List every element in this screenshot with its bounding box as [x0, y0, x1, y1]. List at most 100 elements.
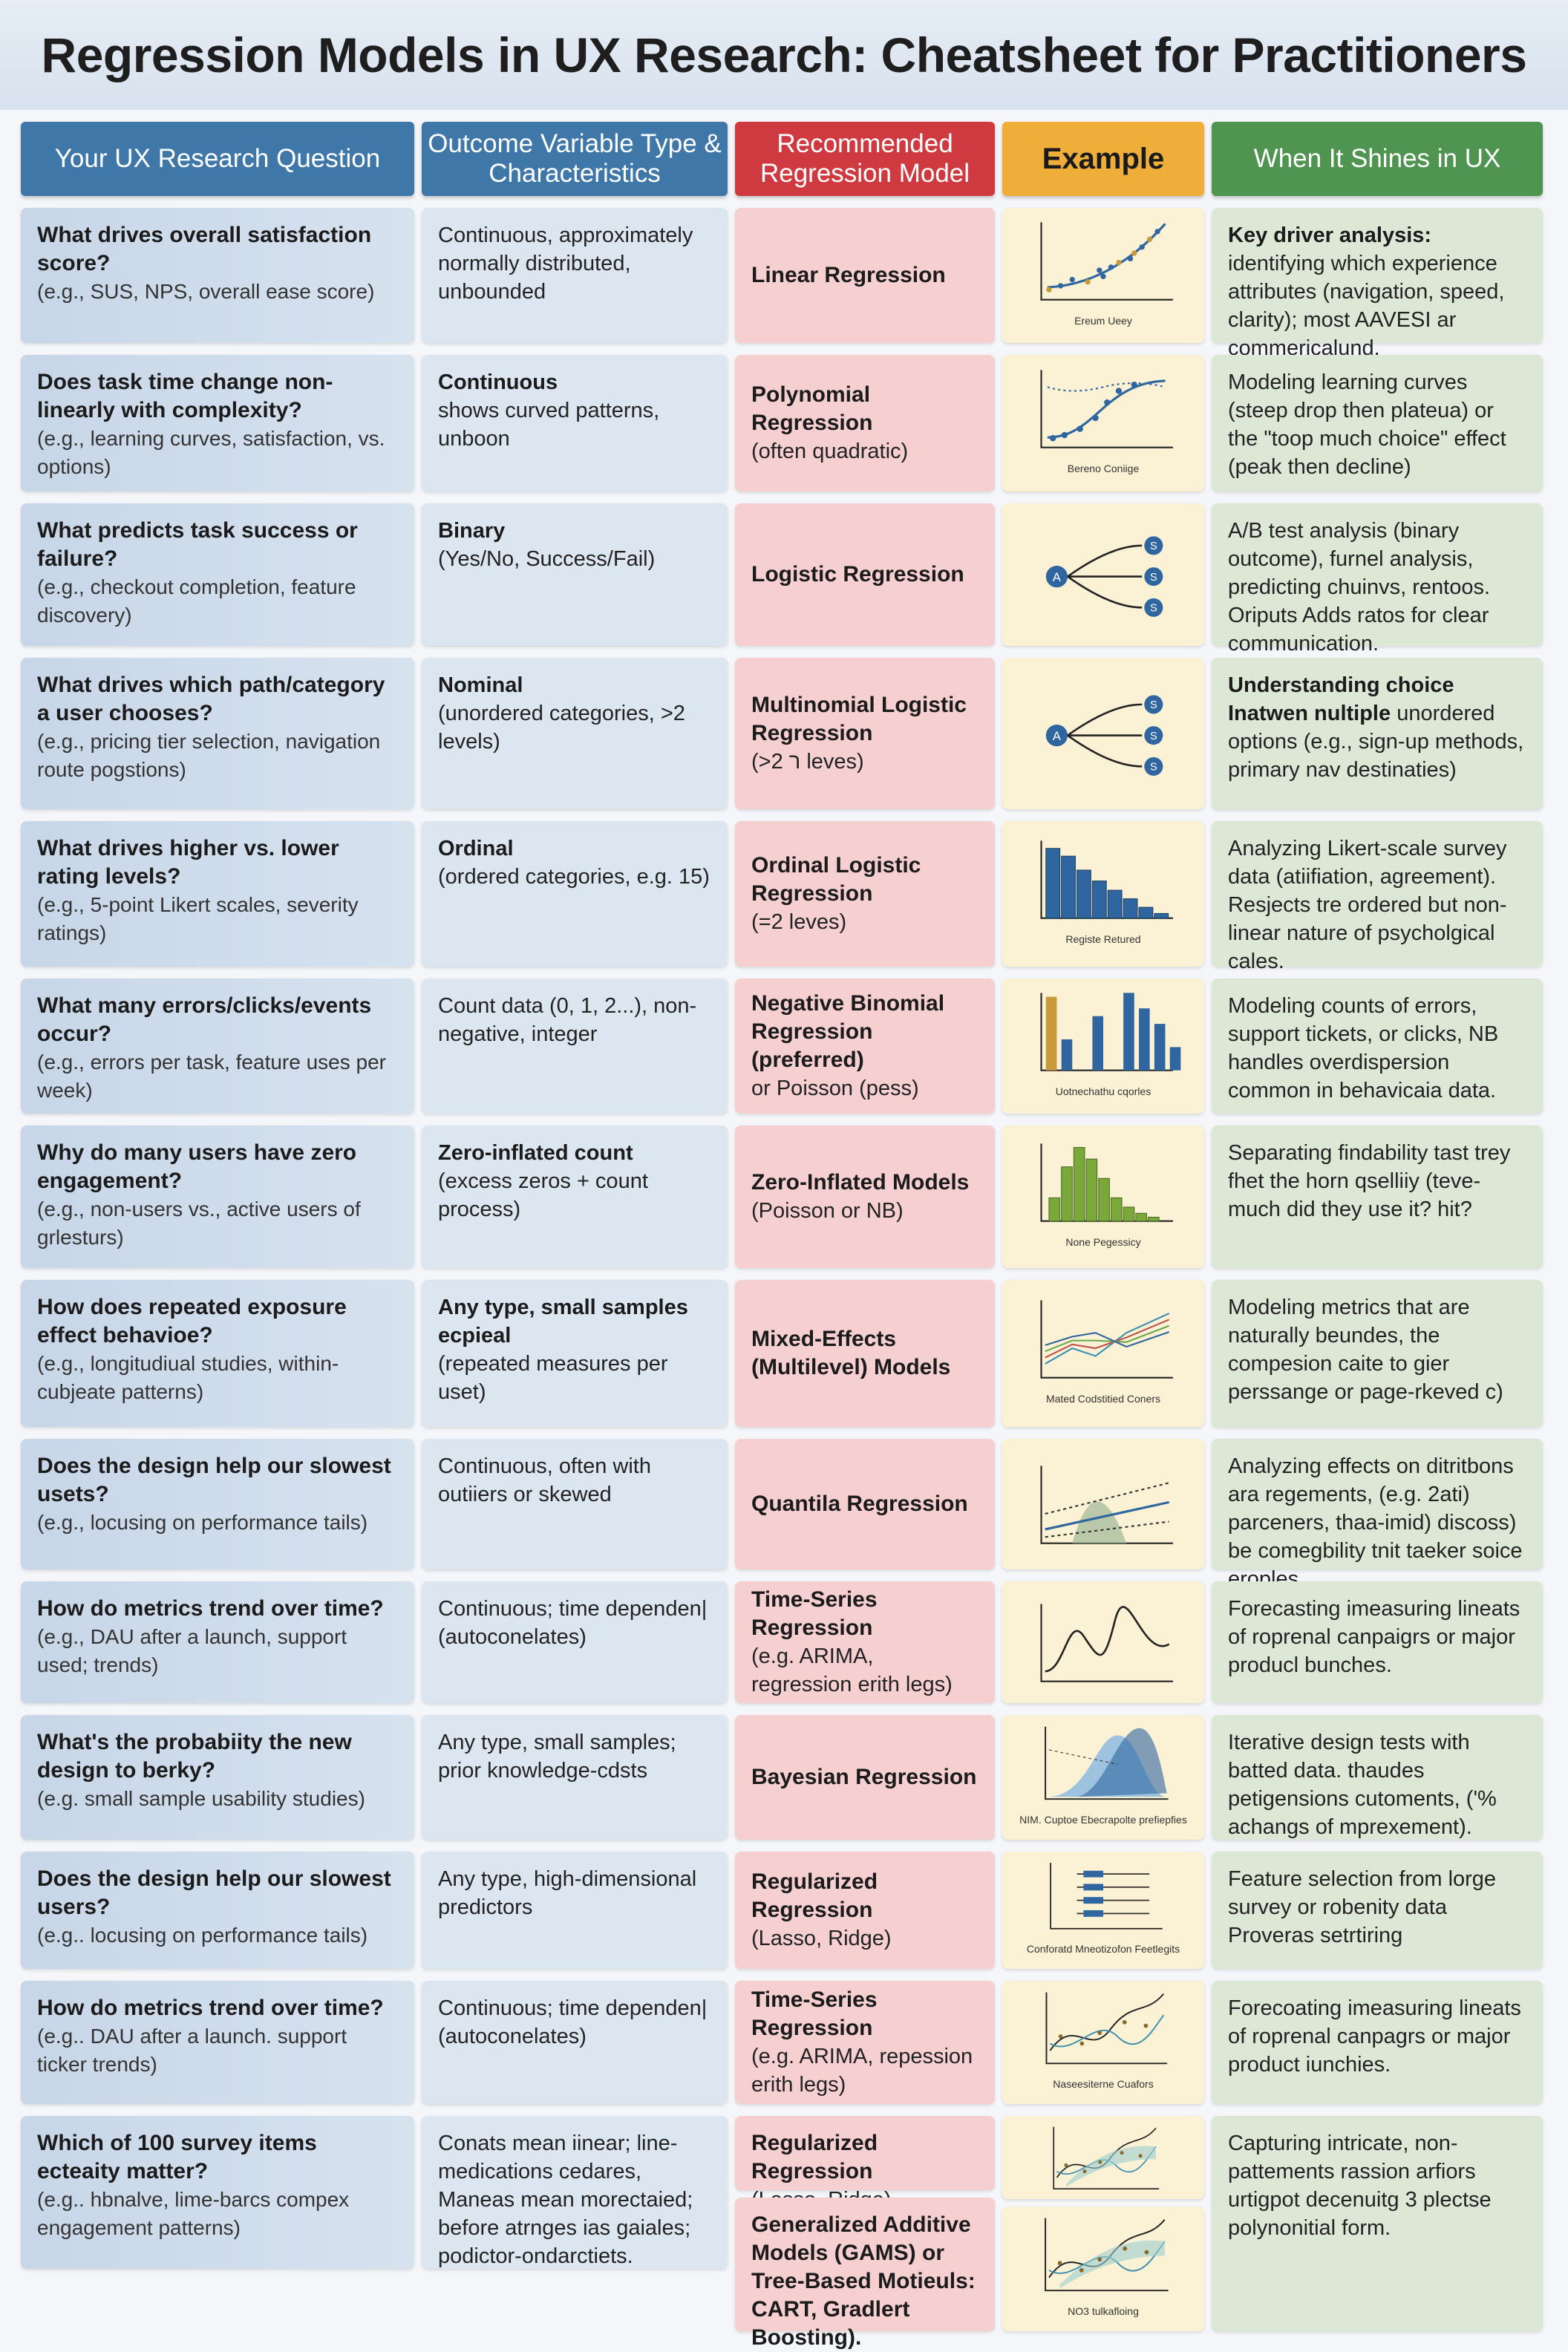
example-cell: A S S S — [1002, 503, 1204, 646]
shines-text: Iterative design tests with batted data.… — [1228, 1731, 1497, 1839]
shines-cell: Forecasting imeasuring lineats of ropren… — [1212, 1581, 1543, 1703]
model-name: Multinomial Logistic Regression — [751, 693, 967, 745]
example-chart-icon — [1040, 222, 1173, 301]
example-cell: None Pegessicy — [1002, 1126, 1204, 1268]
question-example: (e.g., learning curves, satisfaction, vs… — [37, 427, 385, 478]
example-caption: Registe Retured — [1065, 933, 1141, 945]
svg-text:S: S — [1150, 699, 1157, 711]
question-cell: What's the probabiity the new design to … — [21, 1715, 414, 1840]
question-example: (e.g., non-users vs., active users of gr… — [37, 1198, 361, 1249]
outcome-description: Continuous, often with outiiers or skewe… — [438, 1454, 651, 1506]
outcome-cell: Continuous, often with outiiers or skewe… — [422, 1439, 728, 1569]
question-example: (e.g.. DAU after a launch. support ticke… — [37, 2025, 347, 2076]
model-name: Ordinal Logistic Regression — [751, 853, 921, 906]
example-cell — [1002, 1439, 1204, 1569]
example-caption: Uotnechathu cqorles — [1055, 1085, 1152, 1097]
header-outcome: Outcome Variable Type & Characteristics — [422, 122, 728, 196]
page-title: Regression Models in UX Research: Cheats… — [41, 27, 1527, 82]
shines-text: Analyzing Likert-scale survey data (atii… — [1228, 837, 1507, 973]
outcome-description: shows curved patterns, unboon — [438, 399, 660, 451]
example-chart-icon — [1040, 1604, 1173, 1682]
svg-text:A: A — [1053, 729, 1062, 743]
question-cell: What many errors/clicks/events occur? (e.… — [21, 979, 414, 1114]
example-caption: Ereum Ueey — [1074, 315, 1132, 327]
shines-text: Separating findability tast trey fhet th… — [1228, 1141, 1511, 1221]
outcome-type: Continuous — [438, 370, 558, 394]
outcome-description: (ordered categories, e.g. 15) — [438, 865, 710, 889]
question-cell: Why do many users have zero engagement?(… — [21, 1126, 414, 1268]
header-model: Recommended Regression Model — [735, 122, 995, 196]
model-cell: Regularized Regression (Lasso, Ridge) — [735, 1852, 995, 1969]
model-cell: Time-Series Regression (e.g. ARIMA, repes… — [735, 1981, 995, 2104]
model-cell: Bayesian Regression — [735, 1715, 995, 1840]
example-caption: Conforatd Mneotizofon Feetlegits — [1026, 1943, 1180, 1955]
header-question: Your UX Research Question — [21, 122, 414, 196]
model-cell: Logistic Regression — [735, 503, 995, 646]
model-detail: or Poisson (pess) — [751, 1077, 919, 1100]
question-cell: What drives which path/category a user c… — [21, 658, 414, 809]
question-text: What drives which path/category a user c… — [37, 673, 385, 725]
shines-cell: A/B test analysis (binary outcome), furn… — [1212, 503, 1543, 656]
shines-text: Modeling learning curves (steep drop the… — [1228, 370, 1506, 479]
shines-cell: Modeling metrics that are naturally beun… — [1212, 1280, 1543, 1427]
outcome-type: Any type, small samples ecpieal — [438, 1296, 688, 1348]
svg-text:S: S — [1150, 762, 1157, 774]
svg-text:S: S — [1150, 572, 1157, 584]
shines-cell: Modeling learning curves (steep drop the… — [1212, 355, 1543, 491]
outcome-description: (unordered categories, >2 levels) — [438, 702, 685, 754]
model-cell: Multinomial Logistic Regression (>2 ר lev… — [735, 658, 995, 809]
model-name: Logistic Regression — [751, 562, 964, 587]
model-detail: (>2 ר leves) — [751, 750, 864, 774]
question-text: What many errors/clicks/events occur? — [37, 993, 372, 1046]
outcome-description: Continuous, approximately normally distr… — [438, 223, 693, 304]
question-text: Does the design help our slowest users? — [37, 1866, 391, 1919]
model-cell: Mixed-Effects (Multilevel) Models — [735, 1280, 995, 1427]
question-text: Does task time change non-linearly with … — [37, 370, 333, 422]
question-cell: Does the design help our slowest users? (… — [21, 1852, 414, 1969]
outcome-cell: Count data (0, 1, 2...), non-negative, i… — [422, 979, 728, 1114]
model-cell: Linear Regression — [735, 208, 995, 343]
outcome-description: (excess zeros + count process) — [438, 1169, 648, 1221]
question-example: (e.g., locusing on performance tails) — [37, 1511, 368, 1534]
example-cell: Mated Codstitied Coners — [1002, 1280, 1204, 1427]
example-chart-icon — [1040, 993, 1181, 1071]
question-cell: How do metrics trend over time? (e.g., DA… — [21, 1581, 414, 1703]
example-chart-icon: A S S S — [1045, 536, 1163, 617]
model-name: Mixed-Effects (Multilevel) Models — [751, 1327, 951, 1379]
example-stack: NO3 tulkafloing — [1002, 2116, 1204, 2331]
question-text: What predicts task success or failure? — [37, 518, 358, 571]
shines-cell: Forecoating imeasuring lineats of ropren… — [1212, 1981, 1543, 2104]
header-example: Example — [1002, 122, 1204, 196]
outcome-cell: Any type, small samples ecpieal (repeated… — [422, 1280, 728, 1427]
example-caption: NIM. Cuptoe Ebecrapolte prefiepfies — [1019, 1814, 1187, 1826]
shines-cell: Feature selection from lorge survey or r… — [1212, 1852, 1543, 1969]
shines-text: Modeling metrics that are naturally beun… — [1228, 1296, 1503, 1404]
example-cell — [1002, 2116, 1204, 2199]
question-text: What drives higher vs. lower rating leve… — [37, 836, 339, 889]
model-name: Generalized Additive Models (GAMS) or Tr… — [751, 2212, 976, 2350]
model-cell: Time-Series Regression (e.g. ARIMA, regre… — [735, 1581, 995, 1703]
shines-text: Forecoating imeasuring lineats of ropren… — [1228, 1996, 1521, 2077]
model-cell: Polynomial Regression (often quadratic) — [735, 355, 995, 491]
outcome-description: (Yes/No, Success/Fail) — [438, 547, 656, 571]
question-cell: What predicts task success or failure? (e… — [21, 503, 414, 646]
example-cell: Naseesiterne Cuafors — [1002, 1981, 1204, 2104]
question-cell: Does the design help our slowest usets? (… — [21, 1439, 414, 1569]
question-example: (e.g. small sample usability studies) — [37, 1787, 365, 1810]
outcome-cell: Zero-inflated count (excess zeros + count… — [422, 1126, 728, 1268]
example-chart-icon — [1040, 840, 1173, 919]
question-text: How does repeated exposure effect behavi… — [37, 1295, 347, 1348]
outcome-type: Ordinal — [438, 837, 514, 860]
model-cell: Zero-Inflated Models (Poisson or NB) — [735, 1126, 995, 1268]
example-cell: NO3 tulkafloing — [1002, 2206, 1204, 2331]
question-example: (e.g., pricing tier selection, navigatio… — [37, 730, 381, 781]
shines-text: identifying which experience attributes … — [1228, 252, 1505, 360]
shines-cell: Capturing intricate, non-pattements rass… — [1212, 2116, 1543, 2331]
svg-text:S: S — [1150, 731, 1157, 742]
example-chart-icon: A S S S — [1045, 695, 1163, 776]
question-text: What's the probabiity the new design to … — [37, 1730, 352, 1783]
outcome-description: Count data (0, 1, 2...), non-negative, i… — [438, 994, 697, 1046]
example-cell: Uotnechathu cqorles — [1002, 979, 1204, 1114]
model-name: Regularized Regression — [751, 1869, 878, 1922]
model-cell: Ordinal Logistic Regression (=2 leves) — [735, 821, 995, 967]
